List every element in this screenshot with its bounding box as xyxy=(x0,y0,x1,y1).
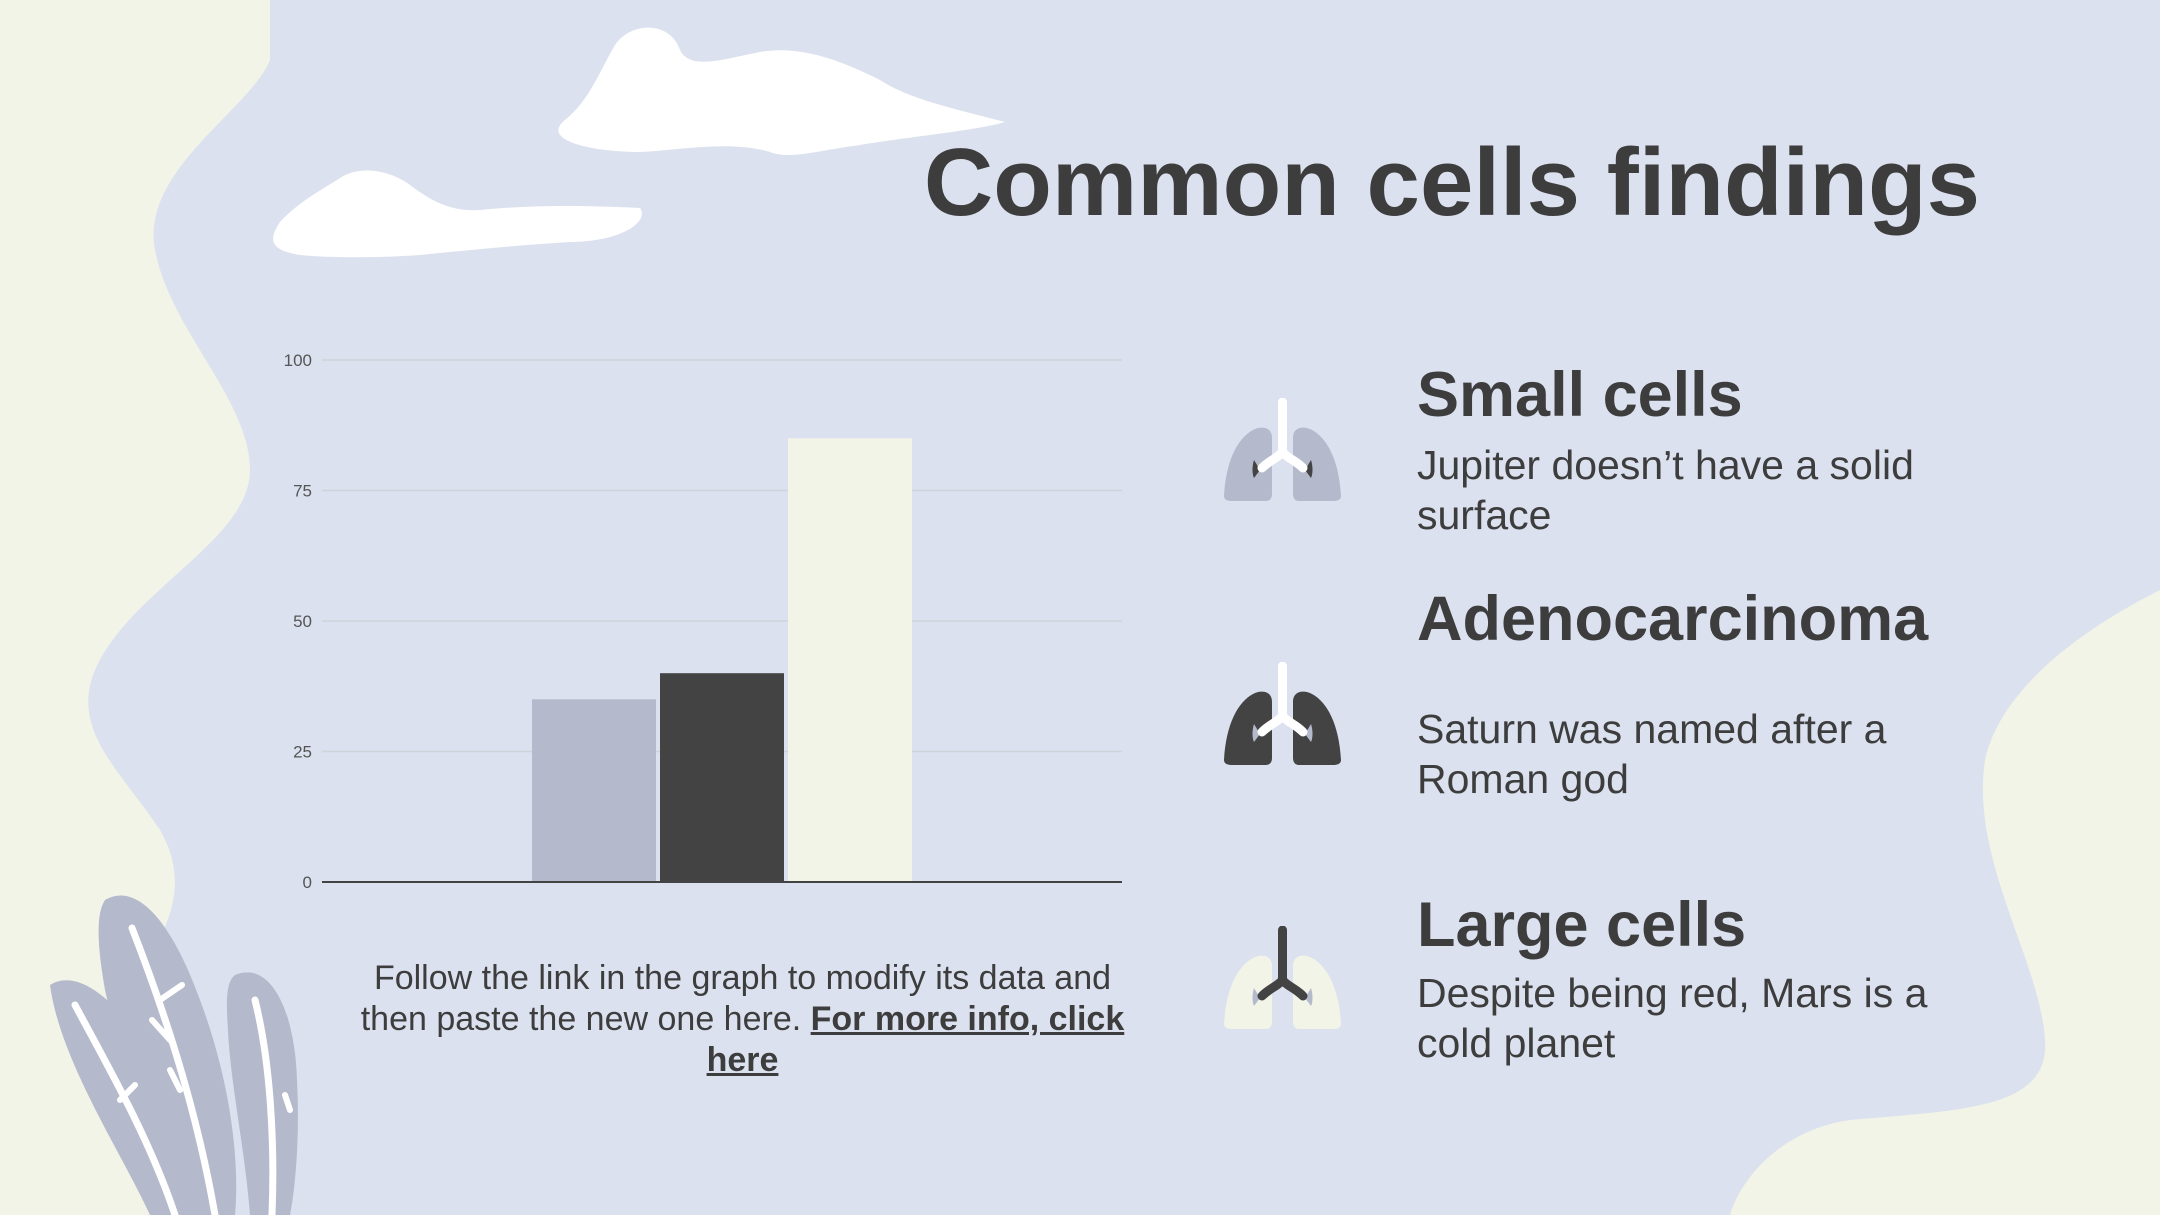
lungs-icon xyxy=(1224,662,1341,765)
y-tick-label: 75 xyxy=(293,482,312,501)
item-desc-adenocarcinoma: Saturn was named after a Roman god xyxy=(1417,706,1887,802)
chart-bars xyxy=(532,438,912,882)
lungs-icon xyxy=(1224,398,1341,501)
item-title-small-cells: Small cells xyxy=(1417,360,1743,430)
y-tick-label: 0 xyxy=(303,873,312,892)
y-tick-label: 100 xyxy=(284,351,312,370)
more-info-link[interactable]: For more info, click here xyxy=(706,1000,1125,1079)
item-desc-large-cells: Despite being red, Mars is a cold planet xyxy=(1417,970,1928,1066)
bar-adenocarcinoma[interactable] xyxy=(660,673,784,882)
page-title: Common cells findings xyxy=(923,129,1980,236)
plant-illustration xyxy=(50,895,298,1215)
chart-note: Follow the link in the graph to modify i… xyxy=(340,958,1145,1081)
lungs-icon xyxy=(1224,926,1341,1029)
bar-small-cells[interactable] xyxy=(532,699,656,882)
bar-chart[interactable]: 0 25 50 75 100 xyxy=(270,340,1130,900)
item-title-large-cells: Large cells xyxy=(1417,890,1747,960)
y-tick-label: 50 xyxy=(293,612,312,631)
bar-large-cells[interactable] xyxy=(788,438,912,882)
chart-note-text: Follow the link in the graph to modify i… xyxy=(360,959,1112,1038)
cloud-icon xyxy=(273,170,642,258)
background-blob xyxy=(88,0,2160,1215)
chart-y-axis: 0 25 50 75 100 xyxy=(284,351,312,892)
item-desc-small-cells: Jupiter doesn’t have a solid surface xyxy=(1417,442,1914,538)
item-title-adenocarcinoma: Adenocarcinoma xyxy=(1417,584,1929,654)
y-tick-label: 25 xyxy=(293,743,312,762)
cloud-icon xyxy=(558,27,1005,155)
